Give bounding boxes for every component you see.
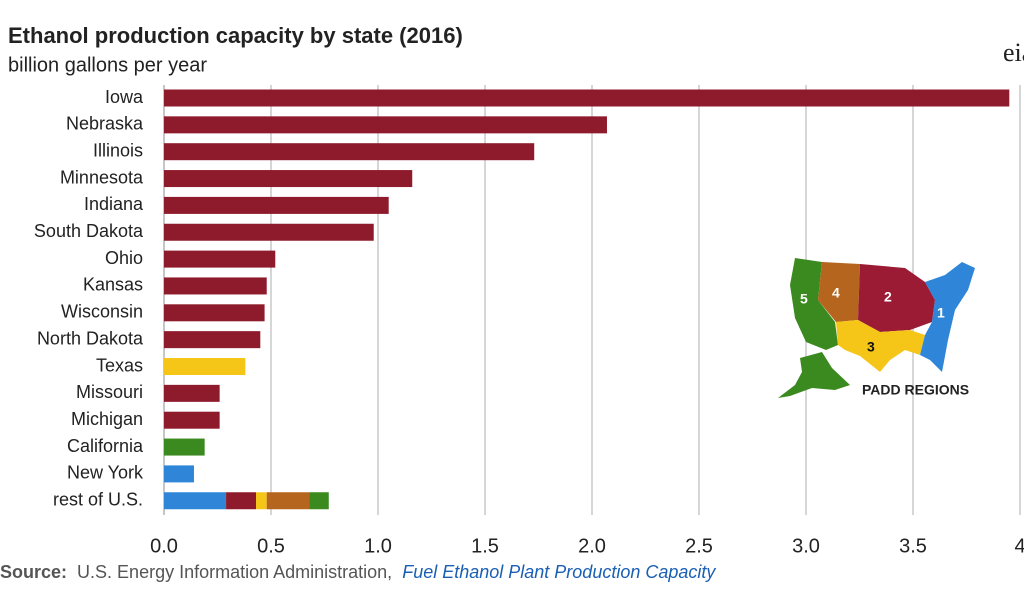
bar	[164, 116, 607, 134]
y-tick-label: rest of U.S.	[53, 490, 143, 510]
region-5-alaska	[778, 352, 850, 398]
bar	[164, 277, 267, 295]
y-tick-label: South Dakota	[34, 221, 144, 241]
bar	[164, 411, 220, 429]
source-label: Source:	[0, 562, 67, 582]
y-tick-label: Minnesota	[60, 167, 144, 187]
y-tick-label: Michigan	[71, 409, 143, 429]
x-tick-label: 2.0	[578, 535, 606, 557]
y-tick-label: North Dakota	[37, 328, 144, 348]
region-label: 2	[884, 289, 892, 305]
bar	[164, 143, 535, 161]
bar	[164, 465, 194, 483]
logo: eia	[1003, 38, 1024, 67]
bar-segment	[266, 492, 310, 510]
bar-segment	[309, 492, 329, 510]
bar-segment	[164, 492, 227, 510]
chart-subtitle: billion gallons per year	[8, 54, 207, 76]
y-tick-label: Ohio	[105, 248, 143, 268]
y-tick-label: Wisconsin	[61, 302, 143, 322]
region-1	[920, 262, 975, 372]
region-5	[790, 258, 838, 350]
region-4	[818, 262, 860, 322]
bar	[164, 304, 265, 322]
bar	[164, 384, 220, 402]
inset-title: PADD REGIONS	[862, 382, 969, 398]
y-tick-label: Iowa	[105, 87, 144, 107]
x-tick-label: 3.5	[899, 535, 927, 557]
bar	[164, 250, 276, 268]
region-3	[836, 320, 925, 372]
bar	[164, 438, 205, 456]
x-tick-label: 0.5	[257, 535, 285, 557]
region-label: 5	[800, 291, 808, 307]
source-link[interactable]: Fuel Ethanol Plant Production Capacity	[402, 562, 716, 582]
bar-segment	[256, 492, 267, 510]
x-tick-label: 1.5	[471, 535, 499, 557]
chart-title: Ethanol production capacity by state (20…	[8, 23, 463, 48]
bar	[164, 358, 246, 375]
region-label: 3	[867, 339, 875, 355]
y-tick-label: Texas	[96, 355, 143, 375]
bar	[164, 196, 389, 214]
y-tick-label: Missouri	[76, 382, 143, 402]
padd-map: 5 4 2 3 1 PADD REGIONS	[778, 258, 975, 398]
x-tick-label: 0.0	[150, 535, 178, 557]
y-tick-label: New York	[67, 463, 144, 483]
y-tick-label: Illinois	[93, 140, 143, 160]
bar	[164, 223, 374, 241]
region-label: 1	[937, 305, 945, 321]
region-label: 4	[832, 285, 840, 301]
bar	[164, 331, 261, 349]
y-tick-label: California	[67, 436, 144, 456]
bar	[164, 89, 1010, 107]
bar-segment	[226, 492, 257, 510]
y-tick-label: Kansas	[83, 275, 143, 295]
y-tick-label: Nebraska	[66, 114, 144, 134]
region-2	[858, 264, 935, 332]
source-text: U.S. Energy Information Administration,	[77, 562, 392, 582]
x-tick-label: 3.0	[792, 535, 820, 557]
x-tick-label: 2.5	[685, 535, 713, 557]
x-tick-label: 1.0	[364, 535, 392, 557]
source: Source: U.S. Energy Information Administ…	[0, 562, 716, 582]
bar	[164, 170, 413, 188]
x-tick-label: 4	[1014, 535, 1024, 557]
y-tick-label: Indiana	[84, 194, 144, 214]
